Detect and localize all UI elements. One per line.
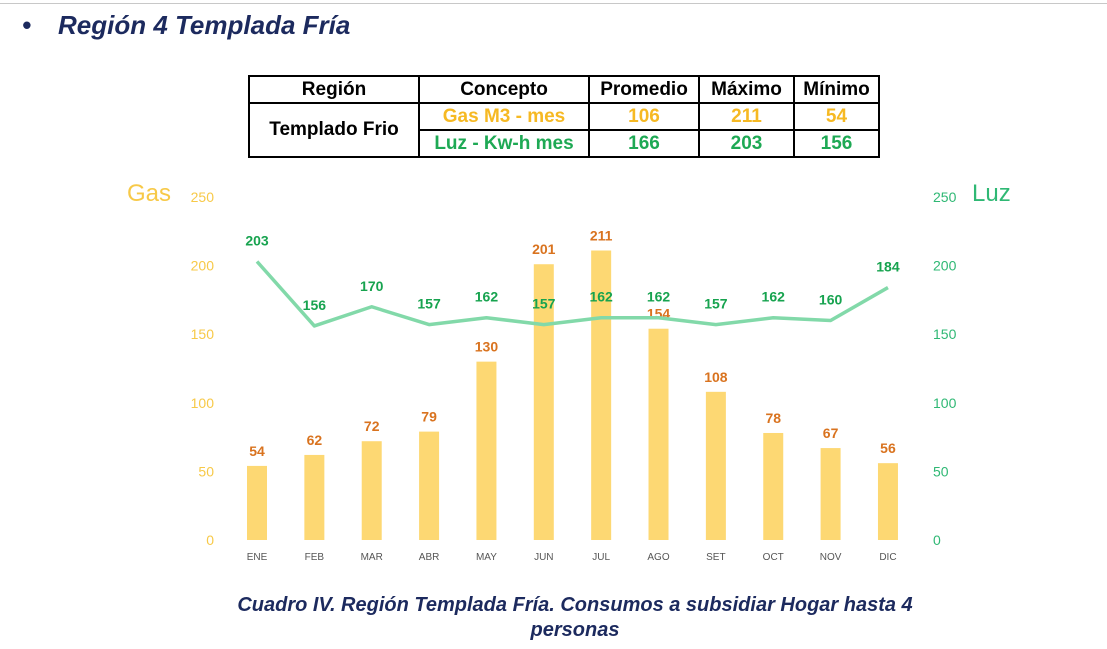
left-axis-tick: 250: [191, 189, 215, 205]
luz-data-label: 170: [360, 278, 384, 294]
heading-title: Región 4 Templada Fría: [58, 10, 351, 40]
luz-data-label: 157: [704, 296, 728, 312]
right-axis-title: Luz: [972, 180, 1011, 207]
x-axis-tick: MAR: [361, 552, 383, 563]
header-maximo: Máximo: [698, 75, 795, 104]
gas-bar: [419, 431, 440, 540]
summary-table: Región Concepto Promedio Máximo Mínimo T…: [248, 75, 880, 158]
promedio-cell: 106: [588, 102, 700, 131]
gas-data-label: 79: [421, 409, 437, 425]
section-heading: • Región 4 Templada Fría: [22, 10, 350, 41]
table-row: Templado Frio Gas M3 - mes 106 211 54: [248, 102, 880, 158]
gas-bar: [361, 441, 382, 540]
table-header-row: Región Concepto Promedio Máximo Mínimo: [248, 75, 880, 104]
region-cell: Templado Frio: [248, 102, 420, 158]
gas-bar: [304, 454, 325, 540]
gas-data-label: 54: [249, 443, 265, 459]
right-axis-tick: 50: [933, 463, 949, 479]
luz-data-label: 162: [475, 289, 499, 305]
gas-bar: [877, 463, 898, 540]
gas-data-label: 201: [532, 241, 556, 257]
x-axis-tick: JUL: [592, 552, 610, 563]
gas-data-label: 72: [364, 418, 380, 434]
gas-data-label: 130: [475, 339, 499, 355]
luz-data-label: 162: [589, 289, 613, 305]
left-axis-tick: 150: [191, 326, 215, 342]
luz-data-label: 157: [532, 296, 556, 312]
gas-data-label: 78: [765, 410, 781, 426]
figure-caption: Cuadro IV. Región Templada Fría. Consumo…: [150, 593, 1000, 643]
maximo-cell: 211: [698, 102, 795, 131]
luz-data-label: 203: [245, 232, 269, 248]
minimo-cell: 156: [793, 129, 880, 158]
gas-bar: [533, 264, 554, 540]
concepto-cell: Luz - Kw-h mes: [418, 129, 590, 158]
x-axis-tick: ENE: [247, 552, 268, 563]
bullet: •: [22, 10, 32, 40]
right-axis-tick: 250: [933, 189, 957, 205]
left-axis-tick: 0: [206, 532, 214, 548]
luz-data-label: 162: [647, 289, 671, 305]
caption-line-1: Cuadro IV. Región Templada Fría. Consumo…: [237, 594, 913, 616]
header-region: Región: [248, 75, 420, 104]
left-axis-title: Gas: [127, 180, 171, 207]
x-axis-tick: ABR: [419, 552, 440, 563]
gas-data-label: 67: [823, 425, 839, 441]
x-axis-tick: JUN: [534, 552, 553, 563]
luz-data-label: 160: [819, 291, 843, 307]
x-axis-tick: FEB: [305, 552, 325, 563]
right-axis-tick: 0: [933, 532, 941, 548]
gas-bar: [247, 465, 267, 540]
gas-bar: [648, 328, 669, 540]
gas-bar: [591, 250, 612, 540]
luz-data-label: 157: [417, 296, 441, 312]
gas-bar: [476, 361, 497, 540]
x-axis-tick: NOV: [820, 552, 842, 563]
gas-data-label: 62: [307, 432, 323, 448]
gas-bar: [763, 432, 784, 540]
gas-data-label: 108: [704, 369, 728, 385]
table-row: Luz - Kw-h mes 166 203 156: [249, 129, 880, 158]
gas-data-label: 211: [590, 228, 613, 244]
minimo-cell: 54: [793, 102, 880, 131]
left-axis-tick: 200: [191, 258, 215, 274]
header-concepto: Concepto: [418, 75, 590, 104]
page-top-border: [0, 0, 1107, 4]
header-promedio: Promedio: [588, 75, 700, 104]
maximo-cell: 203: [698, 129, 795, 158]
gas-bar: [705, 391, 726, 540]
right-axis-tick: 200: [933, 258, 957, 274]
header-minimo: Mínimo: [793, 75, 880, 104]
x-axis-tick: MAY: [476, 552, 497, 563]
concepto-cell: Gas M3 - mes: [418, 102, 590, 131]
x-axis-tick: OCT: [763, 552, 784, 563]
left-axis-tick: 100: [191, 395, 215, 411]
x-axis-tick: DIC: [879, 552, 896, 563]
gas-bar: [820, 448, 841, 540]
promedio-cell: 166: [588, 129, 700, 158]
right-axis-tick: 100: [933, 395, 957, 411]
x-axis-tick: AGO: [647, 552, 669, 563]
left-axis-tick: 50: [198, 463, 214, 479]
luz-data-label: 184: [876, 259, 900, 275]
right-axis-tick: 150: [933, 326, 957, 342]
x-axis-tick: SET: [706, 552, 725, 563]
gas-data-label: 56: [880, 440, 896, 456]
luz-data-label: 156: [303, 297, 327, 313]
caption-line-2: personas: [530, 619, 620, 641]
luz-line: [255, 260, 889, 328]
luz-data-label: 162: [762, 289, 786, 305]
